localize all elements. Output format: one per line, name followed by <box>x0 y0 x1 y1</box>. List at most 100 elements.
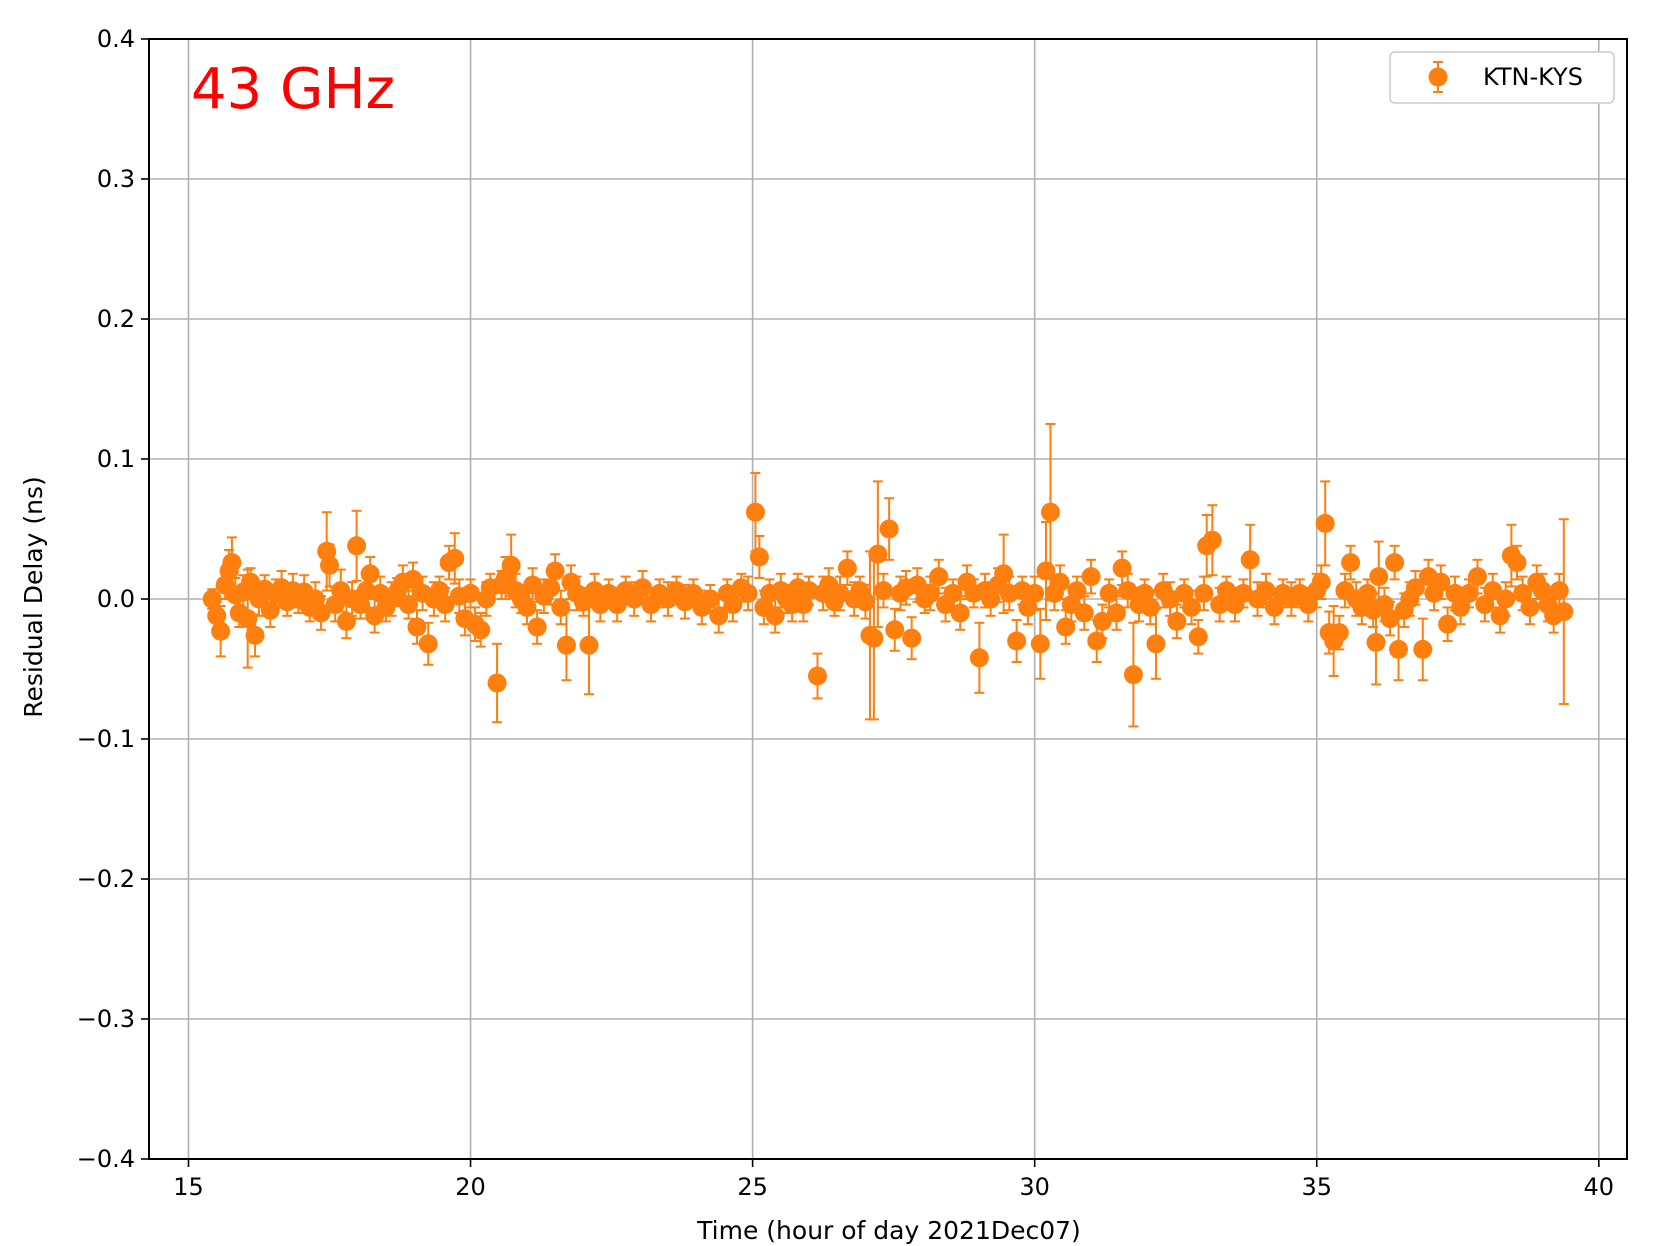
point-marker <box>765 606 785 626</box>
point-marker <box>1451 597 1471 617</box>
data-point <box>1385 544 1405 581</box>
point-marker <box>320 555 340 575</box>
point-marker <box>868 544 888 564</box>
point-marker <box>1118 581 1138 601</box>
point-marker <box>1311 572 1331 592</box>
data-point <box>403 561 423 598</box>
x-tick-label: 35 <box>1301 1173 1332 1201</box>
point-marker <box>1380 609 1400 629</box>
data-point <box>709 598 729 634</box>
data-point <box>633 570 653 606</box>
point-marker <box>885 620 905 640</box>
point-marker <box>222 553 242 573</box>
point-marker <box>461 583 481 603</box>
data-point <box>920 575 940 612</box>
point-marker <box>241 572 261 592</box>
data-point <box>1389 617 1409 682</box>
point-marker <box>311 603 331 623</box>
point-marker <box>501 555 521 575</box>
point-marker <box>1389 639 1409 659</box>
data-point <box>807 652 827 700</box>
data-point <box>749 535 769 579</box>
data-point <box>1438 606 1458 642</box>
point-marker <box>1092 611 1112 631</box>
point-marker <box>1366 632 1386 652</box>
data-point <box>545 553 565 589</box>
point-marker <box>1194 583 1214 603</box>
data-point <box>435 586 455 623</box>
data-point <box>445 532 465 585</box>
data-point <box>1329 614 1349 651</box>
data-points <box>202 423 1574 728</box>
point-marker <box>1341 553 1361 573</box>
point-marker <box>1315 513 1335 533</box>
point-marker <box>1549 581 1569 601</box>
data-point <box>1240 523 1260 596</box>
point-marker <box>1007 631 1027 651</box>
point-marker <box>260 600 280 620</box>
data-point <box>347 509 367 582</box>
data-point <box>950 595 970 631</box>
data-point <box>1256 572 1276 609</box>
data-point <box>1092 603 1112 640</box>
data-point <box>1341 544 1361 581</box>
point-marker <box>445 548 465 568</box>
point-marker <box>1146 634 1166 654</box>
data-point <box>1106 595 1126 631</box>
data-point <box>1507 544 1527 581</box>
point-marker <box>855 592 875 612</box>
data-point <box>1146 607 1166 680</box>
y-axis-label: Residual Delay (ns) <box>19 476 48 718</box>
data-point <box>929 558 949 595</box>
data-point <box>1025 575 1045 612</box>
point-marker <box>1099 583 1119 603</box>
point-marker <box>873 581 893 601</box>
point-marker <box>407 617 427 637</box>
point-marker <box>527 617 547 637</box>
point-marker <box>1188 627 1208 647</box>
data-point <box>799 575 819 606</box>
data-point <box>864 556 884 721</box>
point-marker <box>1554 602 1574 622</box>
point-marker <box>1513 583 1533 603</box>
point-marker <box>1123 665 1143 685</box>
x-tick-label: 40 <box>1584 1173 1615 1201</box>
point-marker <box>347 536 367 556</box>
point-marker <box>969 648 989 668</box>
point-marker <box>1174 583 1194 603</box>
data-point <box>1366 599 1386 686</box>
data-point <box>1194 575 1214 612</box>
data-point <box>1123 621 1143 728</box>
data-point <box>1118 572 1138 609</box>
data-point <box>320 543 340 588</box>
frequency-annotation: 43 GHz <box>191 57 395 122</box>
legend-box <box>1389 51 1615 104</box>
data-point <box>471 612 491 648</box>
point-marker <box>418 634 438 654</box>
point-marker <box>1507 553 1527 573</box>
point-marker <box>1405 578 1425 598</box>
point-marker <box>1385 553 1405 573</box>
point-marker <box>360 564 380 584</box>
data-point <box>1188 619 1208 655</box>
x-tick-label: 15 <box>173 1173 204 1201</box>
point-marker <box>1202 530 1222 550</box>
y-tick-label: 0.4 <box>97 25 135 53</box>
point-marker <box>435 595 455 615</box>
data-point <box>579 595 599 696</box>
point-marker <box>745 502 765 522</box>
data-point <box>311 595 331 631</box>
point-marker <box>1050 572 1070 592</box>
point-marker <box>551 597 571 617</box>
legend: KTN-KYS <box>1389 51 1615 104</box>
point-marker <box>1140 597 1160 617</box>
point-marker <box>879 519 899 539</box>
point-marker <box>920 583 940 603</box>
data-point <box>556 609 576 682</box>
data-point <box>902 616 922 661</box>
data-point <box>1174 578 1194 609</box>
point-marker <box>1025 583 1045 603</box>
point-marker <box>245 625 265 645</box>
point-marker <box>1216 581 1236 601</box>
data-point <box>1405 570 1425 606</box>
